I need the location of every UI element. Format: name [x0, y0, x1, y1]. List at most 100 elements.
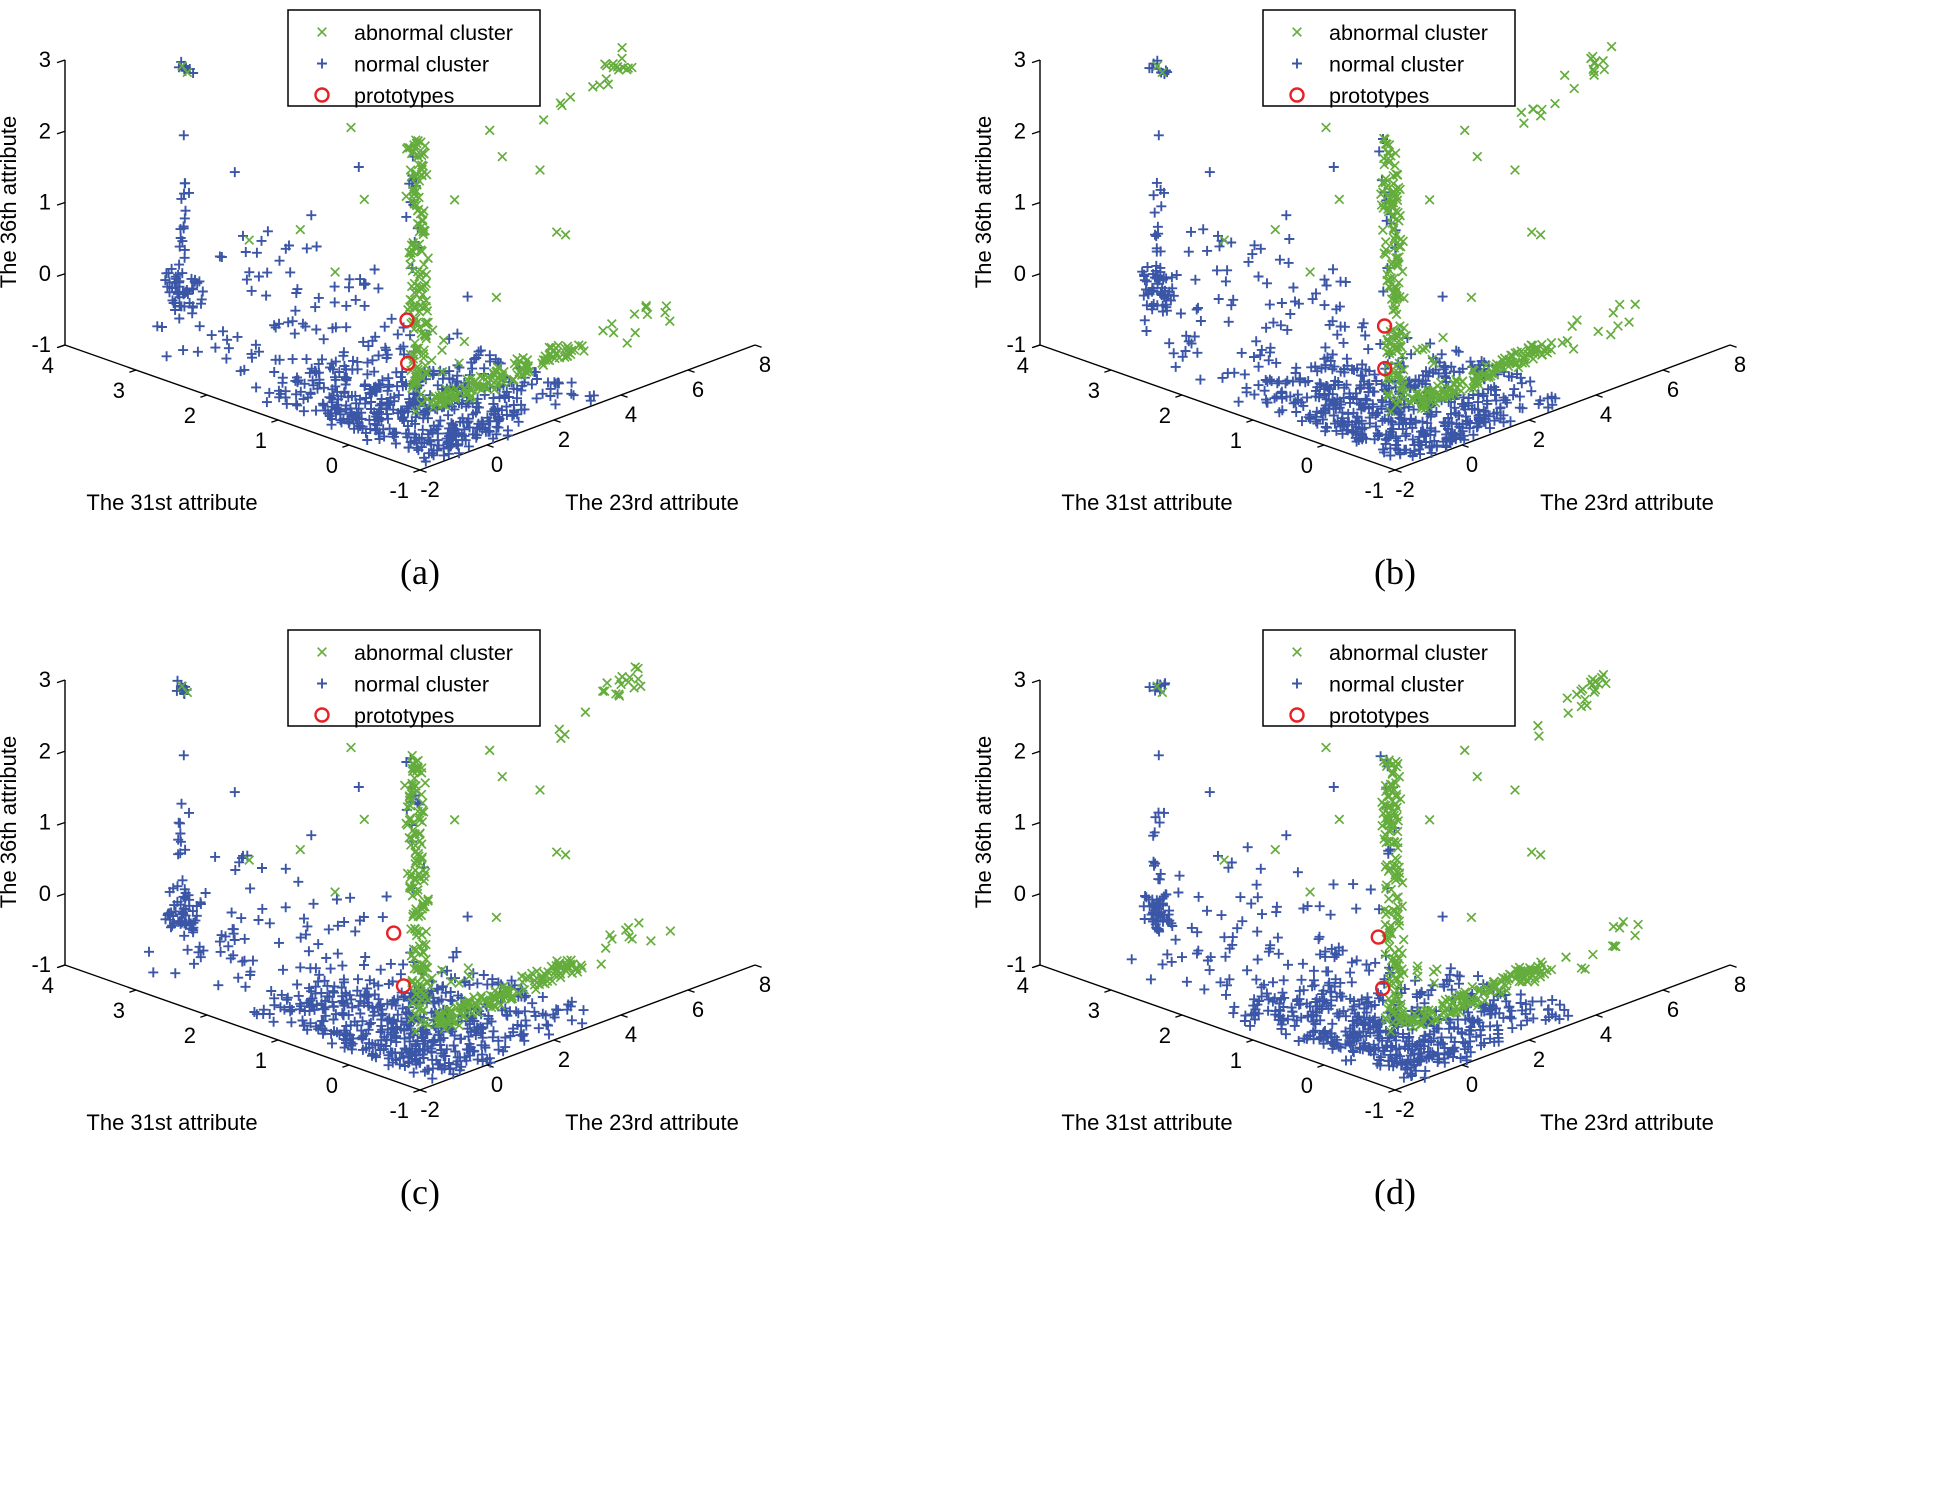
panel-caption-d: (d)	[1374, 1172, 1416, 1212]
x-tick-label: 4	[1600, 1022, 1612, 1047]
normal-point	[331, 947, 344, 960]
abnormal-point	[1459, 745, 1470, 756]
normal-point	[434, 414, 447, 427]
legend-label: prototypes	[354, 84, 454, 108]
normal-point	[1174, 307, 1187, 320]
abnormal-point	[1533, 730, 1545, 742]
axes: -2 0 2 4 6 8 4 3 2 1 0 -1 -1 0 1 2 3 The 23rd attribute Th…	[0, 47, 771, 515]
normal-point	[240, 273, 253, 286]
normal-point	[364, 1016, 377, 1029]
normal-point	[1514, 997, 1527, 1009]
abnormal-point	[497, 771, 508, 782]
y-tick	[200, 1014, 208, 1018]
abnormal-point	[401, 191, 412, 202]
abnormal-point	[597, 686, 608, 697]
abnormal-point	[608, 327, 619, 338]
x-tick-label: 0	[491, 1072, 503, 1097]
abnormal-point	[1377, 224, 1388, 236]
normal-point	[1169, 360, 1182, 373]
normal-point	[235, 912, 248, 925]
legend-label: normal cluster	[1329, 673, 1464, 697]
abnormal-point	[1397, 266, 1408, 277]
z-tick	[1031, 344, 1041, 349]
y-axis-line	[64, 964, 421, 1091]
normal-point	[1227, 293, 1240, 306]
normal-point	[1223, 973, 1236, 986]
normal-point	[1267, 976, 1279, 989]
normal-point	[317, 333, 330, 346]
normal-point	[1452, 345, 1465, 358]
normal-point	[394, 968, 407, 981]
normal-point	[372, 282, 385, 295]
normal-point	[273, 936, 285, 949]
normal-point	[1513, 390, 1526, 403]
abnormal-point	[244, 234, 255, 246]
normal-point	[1546, 994, 1559, 1006]
normal-point	[368, 263, 381, 276]
abnormal-point	[560, 229, 571, 240]
normal-point	[1251, 953, 1264, 966]
x-tick-label: 8	[759, 972, 771, 997]
normal-point	[530, 392, 543, 405]
normal-point	[232, 971, 245, 984]
x-tick-label: 0	[1466, 452, 1478, 477]
x-tick	[1461, 1064, 1469, 1068]
normal-point	[1287, 281, 1300, 294]
abnormal-point	[616, 671, 628, 682]
normal-point	[1527, 1012, 1540, 1025]
normal-point	[1194, 373, 1207, 386]
abnormal-point	[1587, 949, 1599, 960]
normal-point	[1291, 866, 1304, 879]
x-axis-line	[1394, 964, 1731, 1091]
normal-point	[1185, 225, 1197, 238]
normal-point	[577, 1004, 590, 1017]
normal-point	[349, 925, 362, 938]
x-axis-line	[1394, 344, 1731, 471]
normal-point	[1307, 964, 1320, 977]
normal-point	[1165, 271, 1178, 284]
y-tick-label: 4	[42, 353, 54, 378]
abnormal-point	[459, 336, 470, 347]
normal-point	[565, 1014, 578, 1027]
normal-point	[222, 940, 235, 953]
normal-point	[1149, 857, 1162, 870]
normal-point	[256, 862, 268, 874]
abnormal-point	[1536, 104, 1548, 115]
panel-d: -2 0 2 4 6 8 4 3 2 1 0 -1 -1 0 1 2 3 The 23rd attribute Th…	[975, 620, 1950, 1504]
z-tick-label: 1	[1014, 810, 1026, 835]
normal-point	[1450, 344, 1463, 357]
scatter3d-plot-c: -2 0 2 4 6 8 4 3 2 1 0 -1 -1 0 1 2 3 The 23rd attribute Th…	[0, 629, 771, 1135]
normal-point	[186, 307, 199, 320]
normal-point	[477, 969, 490, 981]
abnormal-point	[329, 266, 341, 278]
normal-point	[316, 397, 329, 410]
normal-point	[549, 398, 562, 411]
x-tick	[687, 369, 695, 373]
normal-point	[238, 954, 251, 967]
normal-point	[1324, 908, 1337, 921]
x-tick-label: 2	[558, 1047, 570, 1072]
abnormal-point	[1472, 151, 1483, 162]
normal-point	[344, 891, 357, 904]
z-axis-label: The 36th attribute	[975, 736, 996, 908]
normal-point	[1152, 129, 1165, 142]
y-tick-label: 4	[42, 973, 54, 998]
normal-point	[1203, 786, 1216, 799]
normal-point	[1232, 395, 1245, 408]
y-tick	[200, 394, 208, 398]
y-tick-label: 0	[1301, 453, 1313, 478]
normal-point	[292, 989, 305, 1002]
legend-box	[287, 9, 541, 107]
z-tick	[1031, 273, 1041, 277]
normal-point	[1219, 275, 1232, 288]
normal-point	[359, 951, 372, 963]
z-tick-label: 3	[39, 47, 51, 72]
normal-point	[244, 882, 257, 895]
normal-point	[1280, 209, 1293, 222]
y-axis-label: The 31st attribute	[1061, 1110, 1232, 1135]
normal-point	[526, 997, 539, 1010]
normal-point	[238, 932, 251, 945]
y-tick-label: 2	[184, 1023, 196, 1048]
x-tick	[1595, 1014, 1603, 1018]
prototype-marker	[386, 925, 402, 941]
